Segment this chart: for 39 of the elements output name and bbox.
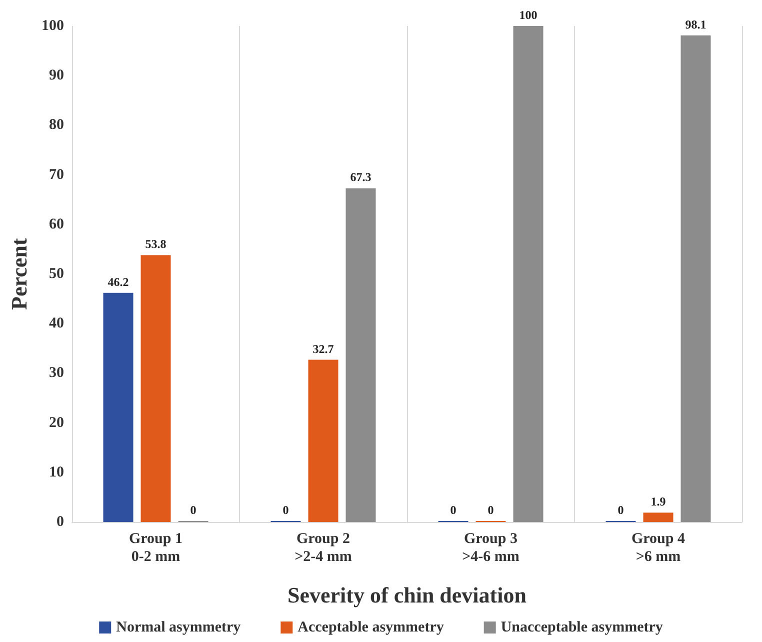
legend-label: Unacceptable asymmetry — [500, 620, 664, 636]
bar — [140, 255, 171, 522]
data-label: 0 — [488, 503, 494, 517]
data-label: 0 — [618, 503, 624, 517]
data-label: 1.9 — [650, 494, 666, 509]
x-tick-label: Group 3 >4-6 mm — [462, 531, 520, 565]
y-tick-label: 70 — [49, 166, 64, 183]
data-label: 98.1 — [685, 17, 706, 32]
y-tick-label: 20 — [49, 414, 64, 431]
data-label: 53.8 — [145, 237, 166, 252]
bar — [643, 512, 674, 522]
x-tick-label: Group 2 >2-4 mm — [294, 531, 352, 565]
y-tick-label: 50 — [49, 266, 64, 282]
data-label: 0 — [190, 503, 196, 517]
x-axis-title: Severity of chin deviation — [288, 582, 526, 608]
y-tick-label: 30 — [49, 365, 64, 382]
data-label: 0 — [282, 503, 289, 517]
y-tick-label: 90 — [49, 68, 64, 84]
legend-label: Normal asymmetry — [116, 620, 242, 636]
data-label: 46.2 — [108, 274, 129, 289]
y-tick-label: 100 — [42, 18, 64, 34]
data-label: 100 — [519, 8, 538, 22]
x-tick-label: Group 4 >6 mm — [632, 531, 686, 565]
data-label: 67.3 — [350, 170, 372, 184]
bar — [103, 292, 134, 522]
bar — [680, 35, 711, 522]
y-tick-label: 10 — [49, 464, 64, 480]
data-label: 0 — [450, 503, 456, 517]
y-tick-label: 40 — [49, 316, 64, 332]
y-axis-title: Percent — [6, 238, 32, 310]
y-tick-label: 80 — [49, 117, 64, 134]
x-tick-label: Group 1 0-2 mm — [129, 531, 182, 565]
bar — [308, 360, 338, 522]
y-tick-label: 60 — [49, 216, 64, 232]
data-label: 32.7 — [312, 342, 334, 356]
y-tick-label: 0 — [56, 514, 64, 530]
legend-label: Acceptable asymmetry — [298, 620, 444, 636]
bar — [513, 26, 544, 522]
bar — [346, 188, 376, 522]
